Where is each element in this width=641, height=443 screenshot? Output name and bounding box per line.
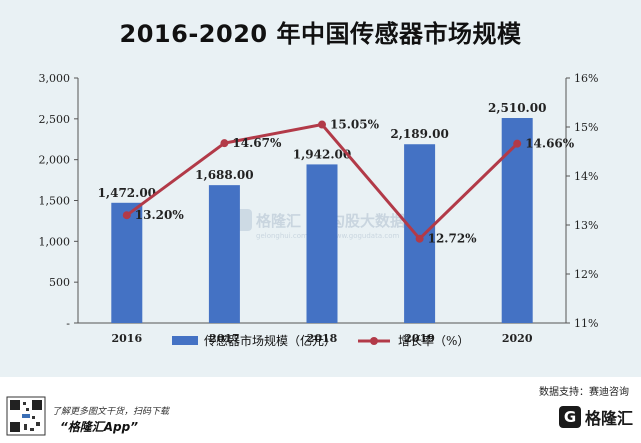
left-axis-tick-label: 2,500	[39, 113, 71, 126]
legend-line-marker	[370, 337, 378, 345]
bar-value-label: 2,510.00	[488, 101, 546, 115]
right-axis: 11% 12% 13% 14% 15% 16%	[565, 72, 598, 330]
brand-name: 格隆汇	[584, 409, 633, 428]
source-note: 数据支持：赛迪咨询	[539, 387, 629, 398]
right-axis-tick-label: 12%	[574, 268, 598, 281]
line-point	[318, 120, 326, 129]
line-value-label: 15.05%	[330, 118, 380, 132]
bar	[111, 202, 143, 323]
watermark: 格隆汇 gelonghui.com 勾股大数据 www.gogudata.com	[230, 209, 405, 240]
line-value-label: 13.20%	[135, 208, 185, 222]
line-series: 13.20% 14.67% 15.05% 12.72% 14.66%	[122, 118, 575, 246]
promo-app-name: “格隆汇App”	[60, 420, 138, 434]
watermark-site2: www.gogudata.com	[330, 232, 399, 240]
promo-text: 了解更多图文干货，扫码下载	[52, 407, 170, 417]
line-value-label: 14.67%	[232, 136, 282, 150]
line-point	[220, 139, 229, 148]
x-axis-tick-label: 2020	[502, 332, 533, 345]
right-axis-tick-label: 14%	[574, 170, 598, 183]
watermark-brand: 格隆汇	[256, 212, 301, 230]
legend: 传感器市场规模（亿元） 增长率（%）	[172, 333, 469, 348]
bar-value-label: 1,472.00	[98, 186, 156, 200]
brand-logo: G 格隆汇	[558, 405, 633, 429]
bar	[306, 164, 338, 323]
line-value-label: 12.72%	[428, 232, 478, 246]
left-axis-tick-label: 1,000	[39, 235, 71, 248]
bar	[208, 185, 240, 323]
x-axis-labels: 2016 2017 2018 2019 2020	[111, 332, 532, 345]
right-axis-tick-label: 11%	[574, 317, 598, 330]
legend-bar-label: 传感器市场规模（亿元）	[204, 333, 336, 348]
left-axis-tick-label: -	[66, 317, 70, 330]
right-axis-tick-label: 15%	[574, 121, 598, 134]
watermark-site1: gelonghui.com	[256, 232, 308, 240]
brand-logo-icon: G	[558, 406, 581, 428]
bar-value-label: 1,688.00	[195, 168, 253, 182]
line-point	[513, 139, 522, 148]
left-axis-tick-label: 2,000	[39, 154, 71, 167]
qr-code-icon[interactable]	[6, 396, 46, 436]
bar-value-label: 1,942.00	[293, 147, 351, 161]
right-axis-tick-label: 13%	[574, 219, 598, 232]
line-value-label: 14.66%	[525, 137, 575, 151]
left-axis-tick-label: 500	[49, 276, 70, 289]
x-axis-tick-label: 2017	[209, 332, 240, 345]
left-axis-tick-label: 1,500	[39, 195, 71, 208]
x-axis-tick-label: 2016	[111, 332, 142, 345]
line-point	[415, 234, 424, 243]
chart-svg: 格隆汇 gelonghui.com 勾股大数据 www.gogudata.com…	[39, 72, 599, 348]
bar-value-label: 2,189.00	[390, 127, 448, 141]
legend-line-label: 增长率（%）	[398, 333, 469, 348]
left-axis-tick-label: 3,000	[39, 72, 71, 85]
x-axis-tick-label: 2019	[404, 332, 435, 345]
left-axis: - 500 1,000 1,500 2,000 2,500 3,000	[39, 72, 566, 330]
right-axis-tick-label: 16%	[574, 72, 598, 85]
chart-title: 2016-2020 年中国传感器市场规模	[119, 20, 522, 48]
bar-series: 1,472.00 1,688.00 1,942.00 2,189.00 2,510.00	[98, 101, 546, 324]
watermark-mid: 勾股大数据	[330, 212, 405, 230]
line-point	[122, 211, 131, 220]
legend-bar-swatch	[172, 336, 198, 345]
x-axis-tick-label: 2018	[307, 332, 338, 345]
bar	[404, 144, 436, 323]
